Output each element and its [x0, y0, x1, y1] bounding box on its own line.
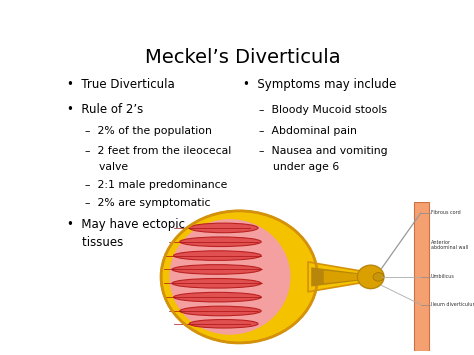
Ellipse shape: [161, 211, 318, 343]
Text: –  Bloody Mucoid stools: – Bloody Mucoid stools: [259, 105, 387, 115]
Text: –  Abdominal pain: – Abdominal pain: [259, 126, 357, 136]
Text: Ileum diverticulum: Ileum diverticulum: [431, 302, 474, 307]
Ellipse shape: [169, 219, 291, 335]
Ellipse shape: [172, 265, 261, 274]
Text: Fibrous cord: Fibrous cord: [431, 211, 460, 215]
Ellipse shape: [172, 278, 261, 288]
Ellipse shape: [357, 265, 384, 289]
Ellipse shape: [373, 273, 384, 281]
Text: –  2:1 male predominance: – 2:1 male predominance: [85, 180, 228, 190]
Text: –  2% are symptomatic: – 2% are symptomatic: [85, 197, 210, 208]
Ellipse shape: [180, 237, 261, 246]
Text: •  Symptoms may include: • Symptoms may include: [243, 78, 396, 92]
Text: Anterior
abdominal wall: Anterior abdominal wall: [431, 240, 468, 250]
Text: –  2 feet from the ileocecal: – 2 feet from the ileocecal: [85, 146, 231, 155]
Text: Meckel’s Diverticula: Meckel’s Diverticula: [145, 48, 341, 67]
Ellipse shape: [189, 320, 258, 328]
Polygon shape: [324, 271, 365, 283]
Polygon shape: [308, 262, 365, 292]
Ellipse shape: [173, 293, 261, 302]
Ellipse shape: [180, 306, 261, 316]
Text: valve: valve: [85, 162, 128, 172]
Text: –  2% of the population: – 2% of the population: [85, 126, 212, 136]
Ellipse shape: [189, 223, 258, 233]
Polygon shape: [414, 202, 428, 351]
Text: tissues: tissues: [66, 236, 123, 248]
Text: Umbilicus: Umbilicus: [431, 274, 455, 279]
Ellipse shape: [173, 251, 261, 261]
Text: under age 6: under age 6: [259, 162, 340, 172]
Polygon shape: [311, 267, 363, 286]
Text: •  Rule of 2’s: • Rule of 2’s: [66, 103, 143, 116]
Text: •  May have ectopic: • May have ectopic: [66, 218, 184, 231]
Text: –  Nausea and vomiting: – Nausea and vomiting: [259, 146, 388, 155]
Text: •  True Diverticula: • True Diverticula: [66, 78, 174, 92]
